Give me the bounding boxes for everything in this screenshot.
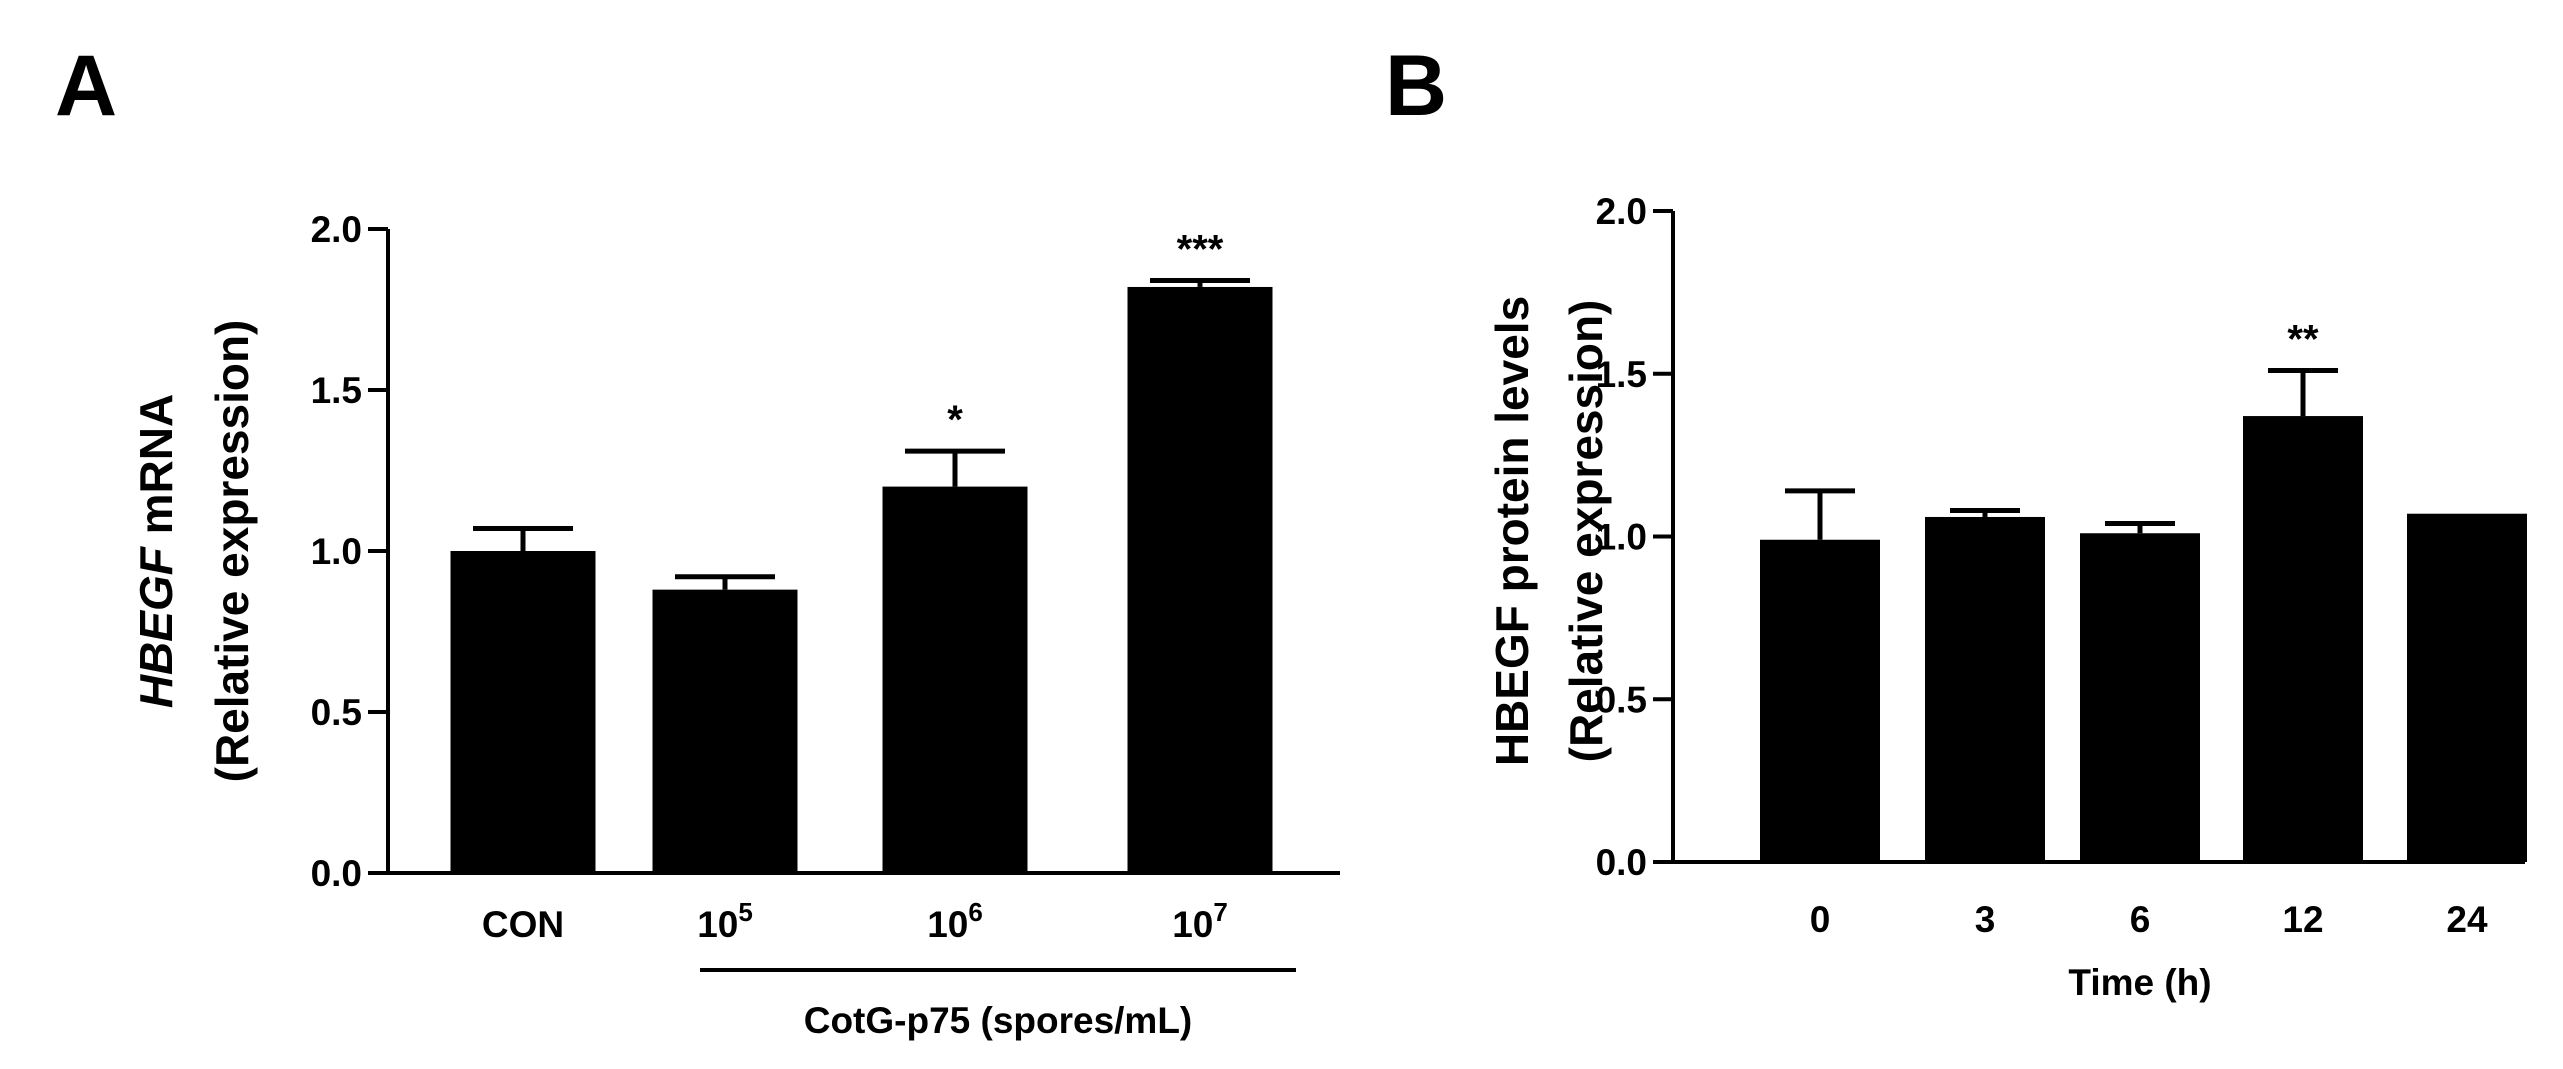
bar [1925, 516, 2045, 862]
y-tick-label: 1.5 [311, 370, 362, 411]
significance-marker: *** [1177, 228, 1224, 272]
y-axis-title: HBEGF protein levels [1486, 296, 1538, 766]
bar [882, 486, 1028, 873]
chart-panel-b: 0.0 0.5 1.0 1.5 2.0 0 3 6 ** 12 24 HBEGF protein le… [1486, 191, 2527, 1003]
panel-label-b: B [1385, 38, 1447, 134]
bar [2407, 513, 2527, 862]
x-tick-label: 12 [2282, 899, 2323, 940]
bar [2080, 533, 2200, 862]
significance-marker: * [947, 398, 963, 442]
x-tick-label: 106 [927, 897, 983, 945]
y-tick-label: 0.5 [311, 692, 362, 733]
x-tick-label: 6 [2130, 899, 2151, 940]
x-axis-title: Time (h) [2068, 962, 2211, 1003]
bar [450, 551, 596, 873]
x-tick-label: 3 [1975, 899, 1996, 940]
y-tick-label: 1.5 [1596, 354, 1647, 395]
y-tick-label: 0.5 [1596, 679, 1647, 720]
y-tick-label: 0.0 [311, 853, 362, 894]
x-tick-label: 24 [2446, 899, 2488, 940]
x-tick-label: 105 [697, 897, 753, 945]
significance-marker: ** [2287, 317, 2319, 361]
bar [652, 589, 798, 873]
bar [1760, 539, 1880, 862]
bar [1127, 286, 1273, 874]
x-tick-label: CON [482, 904, 564, 945]
y-tick-label: 1.0 [1596, 517, 1647, 558]
panel-label-a: A [55, 38, 117, 134]
y-tick-label: 2.0 [311, 209, 362, 250]
y-tick-label: 0.0 [1596, 842, 1647, 883]
y-axis-subtitle: (Relative expression) [1560, 300, 1612, 763]
y-tick-label: 2.0 [1596, 191, 1647, 232]
bar [2243, 416, 2363, 862]
group-label: CotG-p75 (spores/mL) [804, 1000, 1193, 1041]
x-tick-label: 0 [1810, 899, 1831, 940]
chart-panel-a: 0.0 0.5 1.0 1.5 2.0 CON 105 * 106 *** 107 HBEGF mRN… [130, 209, 1340, 1041]
y-axis-subtitle: (Relative expression) [206, 320, 258, 783]
x-tick-label: 107 [1172, 897, 1228, 945]
y-axis-title: HBEGF mRNA [130, 394, 182, 708]
y-tick-label: 1.0 [311, 531, 362, 572]
